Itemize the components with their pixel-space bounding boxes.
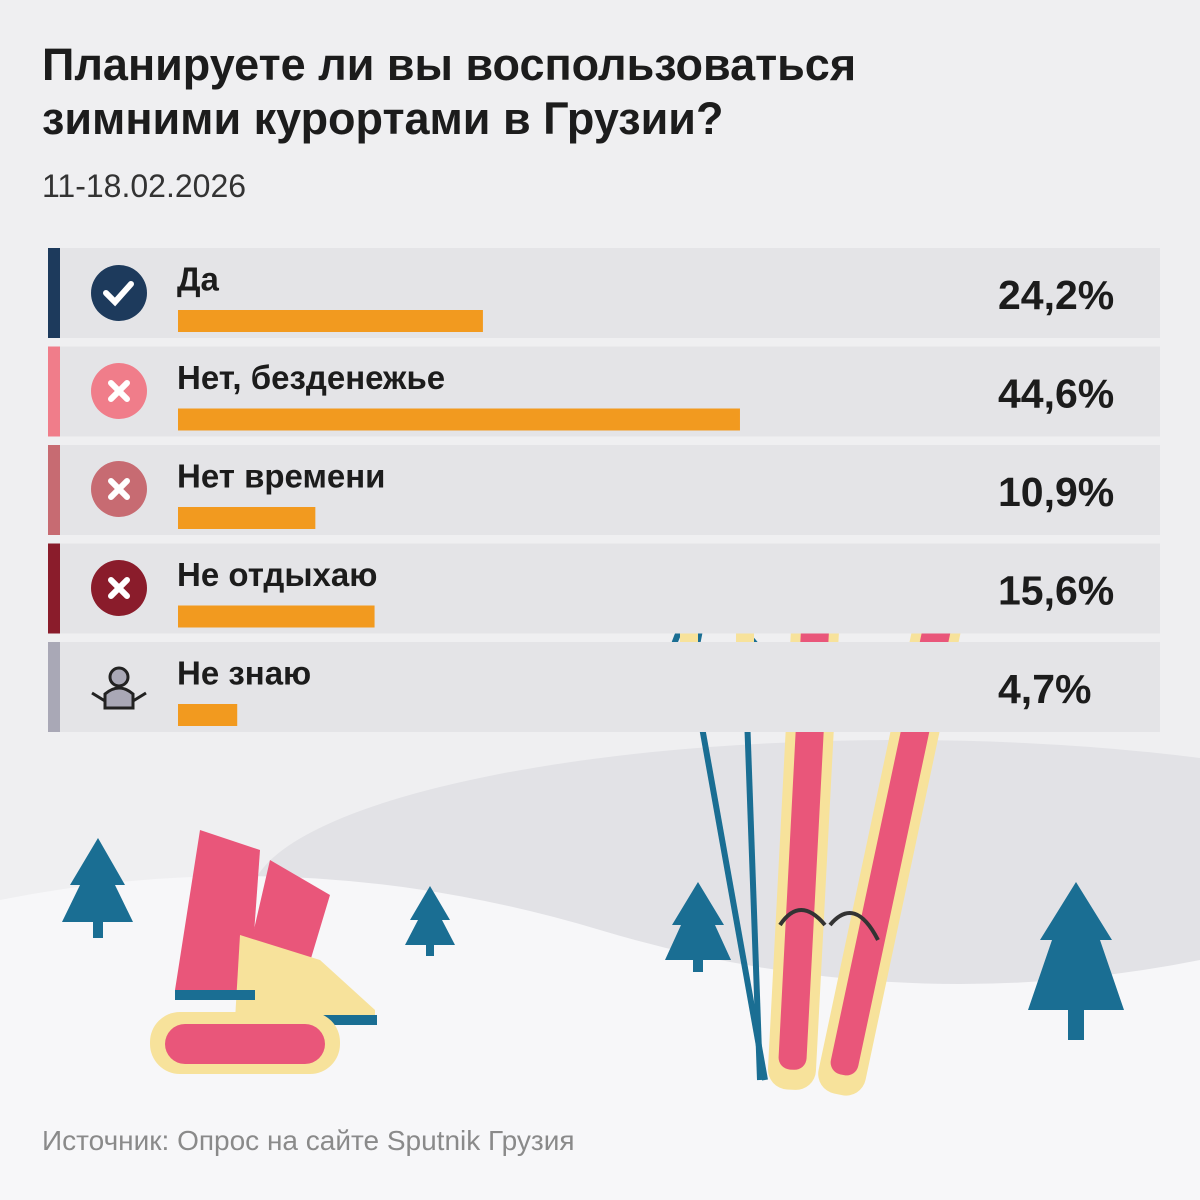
bar (178, 605, 375, 628)
chart-subtitle: 11-18.02.2026 (42, 168, 247, 204)
category-label: Не знаю (177, 655, 311, 692)
value-label: 24,2% (998, 272, 1114, 318)
source-note: Источник: Опрос на сайте Sputnik Грузия (42, 1125, 575, 1156)
row-accent (48, 543, 60, 634)
row-accent (48, 248, 60, 338)
value-label: 15,6% (998, 567, 1114, 613)
category-label: Не отдыхаю (177, 556, 377, 593)
row-accent (48, 346, 60, 437)
category-label: Нет времени (177, 458, 385, 495)
category-label: Да (177, 261, 220, 298)
value-label: 10,9% (998, 469, 1114, 515)
chart-title: Планируете ли вы воспользоваться зимними… (42, 39, 857, 144)
bar (178, 507, 316, 529)
bar (178, 310, 483, 332)
row-icons (91, 265, 147, 710)
row-accent (48, 445, 60, 535)
value-label: 4,7% (998, 666, 1091, 712)
value-label: 44,6% (998, 370, 1114, 416)
bar (178, 704, 238, 726)
row-accent (48, 642, 60, 732)
bar (178, 408, 740, 431)
category-label: Нет, безденежье (177, 359, 445, 396)
